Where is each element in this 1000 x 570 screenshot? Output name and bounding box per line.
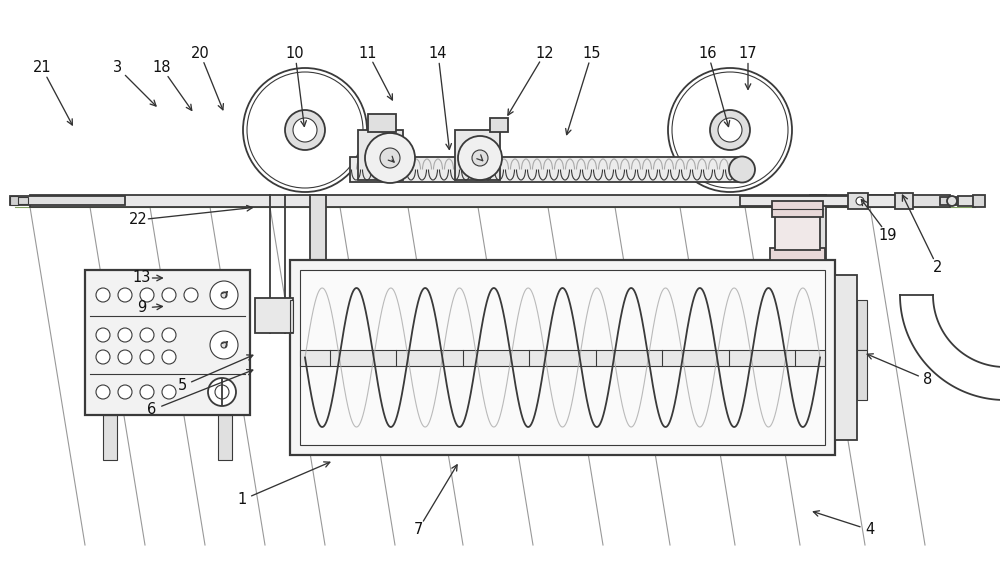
Circle shape xyxy=(365,133,415,183)
Text: 5: 5 xyxy=(177,378,187,393)
Bar xyxy=(10,196,125,205)
Bar xyxy=(358,130,403,180)
Circle shape xyxy=(221,292,227,298)
Bar xyxy=(848,193,868,209)
Bar xyxy=(958,196,976,206)
Bar xyxy=(857,300,867,350)
Bar xyxy=(368,114,396,132)
Circle shape xyxy=(140,350,154,364)
Bar xyxy=(103,415,117,460)
Text: 16: 16 xyxy=(699,46,717,60)
Circle shape xyxy=(118,385,132,399)
Circle shape xyxy=(221,342,227,348)
Circle shape xyxy=(118,328,132,342)
Bar xyxy=(775,215,820,250)
Circle shape xyxy=(293,118,317,142)
Text: 14: 14 xyxy=(429,46,447,60)
Bar xyxy=(940,197,960,205)
Bar xyxy=(310,195,326,455)
Circle shape xyxy=(184,288,198,302)
Text: 17: 17 xyxy=(739,46,757,60)
Bar xyxy=(810,195,826,455)
Bar xyxy=(290,300,293,332)
Circle shape xyxy=(140,385,154,399)
Bar xyxy=(300,349,825,365)
Circle shape xyxy=(718,118,742,142)
Circle shape xyxy=(162,328,176,342)
Text: 12: 12 xyxy=(536,46,554,60)
Circle shape xyxy=(472,150,488,166)
Text: 18: 18 xyxy=(153,60,171,75)
Circle shape xyxy=(668,68,792,192)
Bar xyxy=(895,195,950,207)
Text: 19: 19 xyxy=(879,227,897,242)
Bar xyxy=(85,270,250,415)
Circle shape xyxy=(140,288,154,302)
Circle shape xyxy=(210,331,238,359)
Circle shape xyxy=(140,328,154,342)
Text: 22: 22 xyxy=(129,213,147,227)
Text: 20: 20 xyxy=(191,46,209,60)
Bar xyxy=(218,415,232,460)
Circle shape xyxy=(162,385,176,399)
Bar xyxy=(10,197,28,204)
Circle shape xyxy=(285,110,325,150)
Bar xyxy=(455,130,500,180)
Bar xyxy=(868,195,898,207)
Text: 1: 1 xyxy=(237,492,247,507)
Bar xyxy=(740,196,855,206)
Circle shape xyxy=(96,350,110,364)
Bar xyxy=(300,270,825,445)
Bar xyxy=(857,350,867,400)
Text: 21: 21 xyxy=(33,60,51,75)
Bar xyxy=(895,193,913,209)
Text: 3: 3 xyxy=(113,60,123,75)
Circle shape xyxy=(947,196,957,206)
Bar xyxy=(835,275,857,440)
Text: 4: 4 xyxy=(865,523,875,538)
Bar xyxy=(973,195,985,207)
Circle shape xyxy=(729,157,755,182)
Text: 6: 6 xyxy=(147,402,157,417)
Circle shape xyxy=(710,110,750,150)
Bar xyxy=(490,118,508,132)
Text: 7: 7 xyxy=(413,523,423,538)
Circle shape xyxy=(210,281,238,309)
Circle shape xyxy=(162,288,176,302)
Text: 13: 13 xyxy=(133,271,151,286)
Text: 15: 15 xyxy=(583,46,601,60)
Circle shape xyxy=(243,68,367,192)
Bar xyxy=(10,196,18,205)
Bar xyxy=(772,201,823,217)
Bar xyxy=(770,248,825,260)
Bar xyxy=(350,157,740,182)
Circle shape xyxy=(458,136,502,180)
Circle shape xyxy=(118,288,132,302)
Circle shape xyxy=(118,350,132,364)
Circle shape xyxy=(380,148,400,168)
Circle shape xyxy=(856,197,864,205)
Bar xyxy=(30,195,895,207)
Text: 8: 8 xyxy=(923,373,933,388)
Text: 11: 11 xyxy=(359,46,377,60)
Circle shape xyxy=(96,288,110,302)
Circle shape xyxy=(96,328,110,342)
Text: 9: 9 xyxy=(137,300,147,316)
Bar xyxy=(290,260,835,455)
Circle shape xyxy=(208,378,236,406)
Circle shape xyxy=(96,385,110,399)
Text: 2: 2 xyxy=(933,260,943,275)
Bar xyxy=(255,298,293,333)
Circle shape xyxy=(162,350,176,364)
Text: 10: 10 xyxy=(286,46,304,60)
